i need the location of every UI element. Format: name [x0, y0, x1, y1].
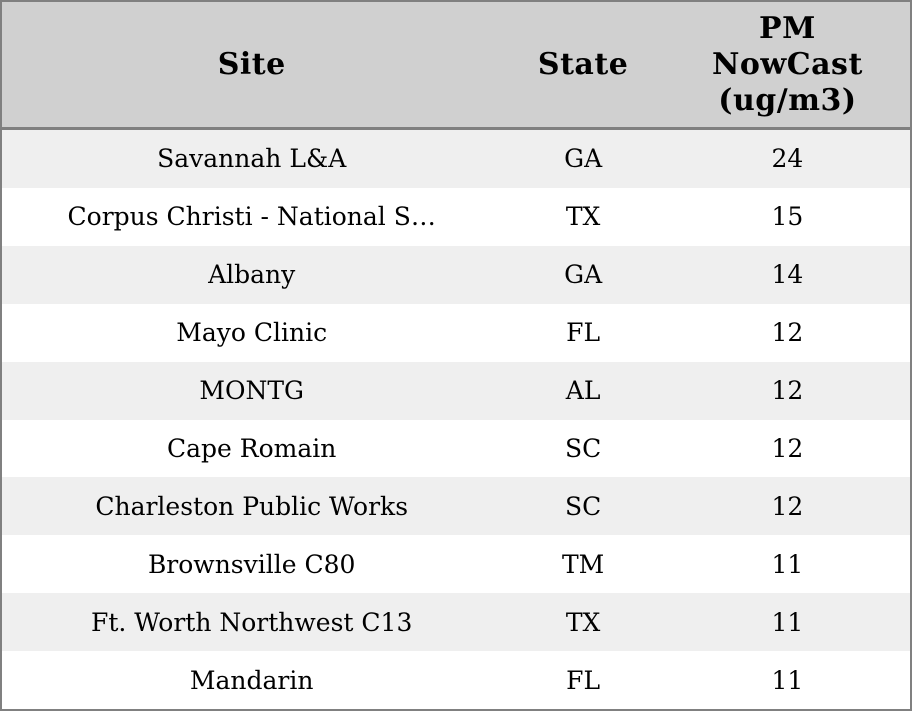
- cell-site: Savannah L&A: [157, 144, 347, 174]
- cell-state: SC: [564, 491, 602, 521]
- table-row: Corpus Christi - National S… TX 15: [2, 187, 910, 246]
- cell-site: Mandarin: [189, 665, 314, 695]
- table-row: Cape Romain SC 12: [2, 419, 910, 478]
- cell-pm-nowcast: 11: [771, 549, 804, 579]
- table-row: MONTG AL 12: [2, 361, 910, 420]
- cell-pm-nowcast: 15: [771, 202, 804, 232]
- table-row: Mayo Clinic FL 12: [2, 303, 910, 362]
- cell-site: Charleston Public Works: [95, 491, 409, 521]
- cell-state: SC: [564, 433, 602, 463]
- pm-header-line-2: NowCast: [711, 46, 863, 82]
- cell-state: TM: [561, 549, 605, 579]
- cell-pm-nowcast: 11: [771, 665, 804, 695]
- cell-pm-nowcast: 12: [771, 433, 804, 463]
- cell-site: Corpus Christi - National S…: [67, 202, 436, 232]
- table-row: Mandarin FL 11: [2, 651, 910, 710]
- table-row: Ft. Worth Northwest C13 TX 11: [2, 593, 910, 652]
- cell-pm-nowcast: 12: [771, 376, 804, 406]
- cell-site: Cape Romain: [167, 433, 337, 463]
- table-row: Brownsville C80 TM 11: [2, 535, 910, 594]
- column-header-state: State: [537, 47, 629, 82]
- cell-state: TX: [565, 607, 601, 637]
- cell-site: Ft. Worth Northwest C13: [91, 607, 413, 637]
- cell-pm-nowcast: 12: [771, 318, 804, 348]
- cell-state: FL: [566, 318, 601, 348]
- cell-state: TX: [565, 202, 601, 232]
- table-header-row: Site State PM NowCast (ug/m3): [2, 2, 910, 130]
- pm-header-line-3: (ug/m3): [718, 82, 857, 118]
- table-row: Savannah L&A GA 24: [2, 130, 910, 188]
- column-header-pm-nowcast: PM NowCast (ug/m3): [665, 11, 910, 119]
- cell-site: Mayo Clinic: [176, 318, 328, 348]
- cell-state: FL: [566, 665, 601, 695]
- cell-state: AL: [565, 376, 601, 406]
- cell-site: Brownsville C80: [147, 549, 356, 579]
- cell-state: GA: [564, 144, 603, 174]
- pm-header-line-1: PM: [759, 10, 816, 46]
- table-row: Charleston Public Works SC 12: [2, 477, 910, 536]
- cell-pm-nowcast: 14: [771, 260, 804, 290]
- table-body: Savannah L&A GA 24 Corpus Christi - Nationa…: [2, 130, 910, 710]
- cell-pm-nowcast: 11: [771, 607, 804, 637]
- cell-pm-nowcast: 12: [771, 491, 804, 521]
- table-row: Albany GA 14: [2, 245, 910, 304]
- cell-site: MONTG: [199, 376, 304, 406]
- cell-pm-nowcast: 24: [771, 144, 804, 174]
- cell-site: Albany: [208, 260, 296, 290]
- column-header-site: Site: [217, 47, 286, 82]
- cell-state: GA: [564, 260, 603, 290]
